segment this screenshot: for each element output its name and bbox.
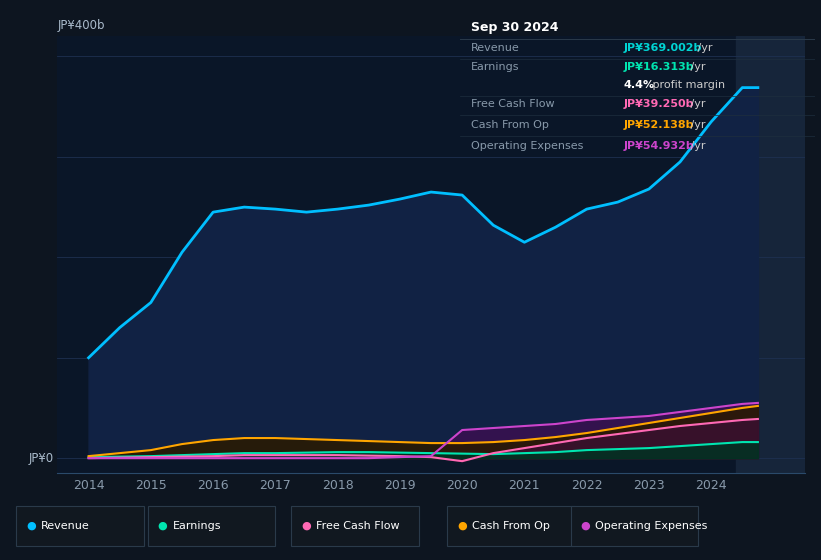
- Text: Operating Expenses: Operating Expenses: [595, 521, 708, 531]
- Text: /yr: /yr: [687, 62, 706, 72]
- Text: JP¥16.313b: JP¥16.313b: [623, 62, 694, 72]
- Text: Earnings: Earnings: [470, 62, 519, 72]
- Text: ●: ●: [580, 521, 590, 531]
- Text: Operating Expenses: Operating Expenses: [470, 141, 583, 151]
- Text: JP¥400b: JP¥400b: [57, 19, 105, 32]
- Text: /yr: /yr: [687, 141, 706, 151]
- Text: 4.4%: 4.4%: [623, 80, 654, 90]
- Text: Revenue: Revenue: [41, 521, 89, 531]
- Text: JP¥52.138b: JP¥52.138b: [623, 120, 694, 130]
- Text: Free Cash Flow: Free Cash Flow: [470, 99, 554, 109]
- Text: Earnings: Earnings: [172, 521, 221, 531]
- Text: Cash From Op: Cash From Op: [472, 521, 550, 531]
- Text: /yr: /yr: [694, 43, 712, 53]
- Text: /yr: /yr: [687, 99, 706, 109]
- Text: JP¥0: JP¥0: [29, 451, 53, 465]
- Text: Cash From Op: Cash From Op: [470, 120, 548, 130]
- Text: ●: ●: [158, 521, 167, 531]
- Bar: [736, 36, 805, 473]
- Text: Free Cash Flow: Free Cash Flow: [316, 521, 400, 531]
- Text: JP¥369.002b: JP¥369.002b: [623, 43, 702, 53]
- Text: JP¥39.250b: JP¥39.250b: [623, 99, 694, 109]
- Text: JP¥54.932b: JP¥54.932b: [623, 141, 694, 151]
- Text: Sep 30 2024: Sep 30 2024: [470, 21, 558, 34]
- Text: ●: ●: [26, 521, 36, 531]
- Text: ●: ●: [457, 521, 467, 531]
- Text: Revenue: Revenue: [470, 43, 520, 53]
- Text: ●: ●: [301, 521, 311, 531]
- Text: profit margin: profit margin: [649, 80, 725, 90]
- Text: /yr: /yr: [687, 120, 706, 130]
